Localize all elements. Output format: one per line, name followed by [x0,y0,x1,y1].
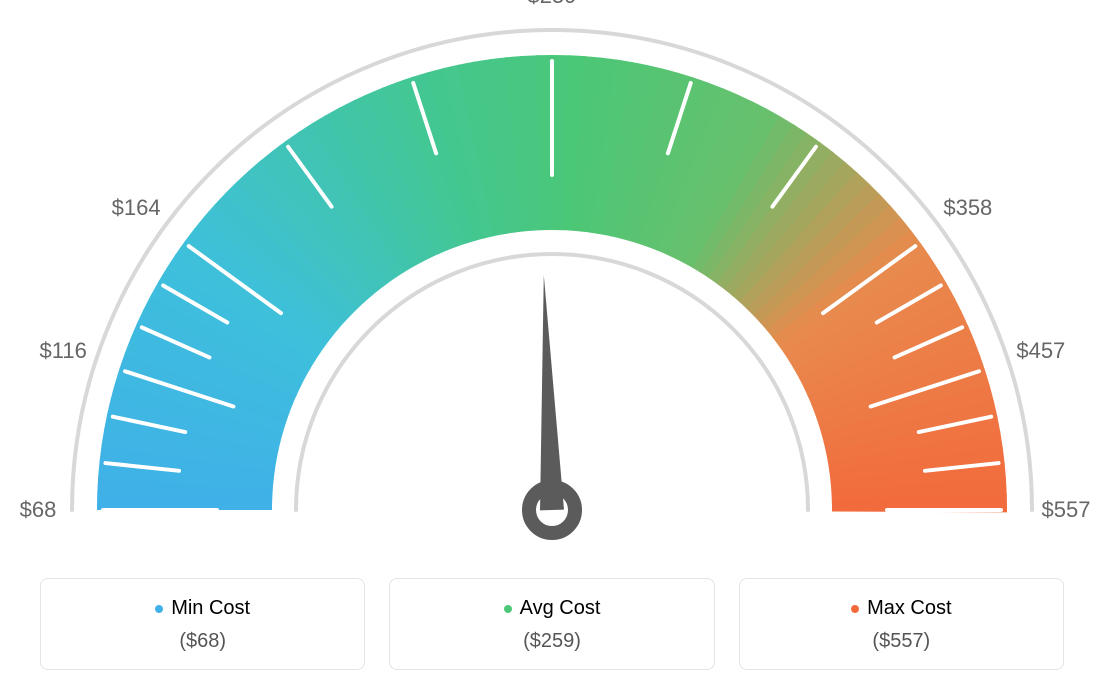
dot-icon [504,605,512,613]
legend-card-avg: Avg Cost ($259) [389,578,714,670]
gauge-tick-label: $358 [943,195,992,221]
gauge-tick-label: $164 [112,195,161,221]
gauge-svg [0,0,1104,560]
legend-title-min: Min Cost [155,597,250,620]
gauge-tick-label: $68 [20,497,57,523]
legend-label: Avg Cost [520,597,601,620]
dot-icon [155,605,163,613]
gauge-tick-label: $557 [1042,497,1091,523]
legend-label: Max Cost [867,597,951,620]
legend-card-max: Max Cost ($557) [739,578,1064,670]
legend-label: Min Cost [171,597,250,620]
gauge-tick-label: $259 [528,0,577,9]
gauge-tick-label: $457 [1016,338,1065,364]
dot-icon [851,605,859,613]
cost-gauge: $68 $164 $259 $358 $557 $116 $457 [0,0,1104,560]
legend: Min Cost ($68) Avg Cost ($259) Max Cost … [40,578,1064,670]
legend-value-avg: ($259) [390,630,713,653]
legend-value-min: ($68) [41,630,364,653]
legend-card-min: Min Cost ($68) [40,578,365,670]
gauge-tick-label: $116 [40,338,87,364]
legend-title-max: Max Cost [851,597,951,620]
legend-value-max: ($557) [740,630,1063,653]
legend-title-avg: Avg Cost [504,597,601,620]
